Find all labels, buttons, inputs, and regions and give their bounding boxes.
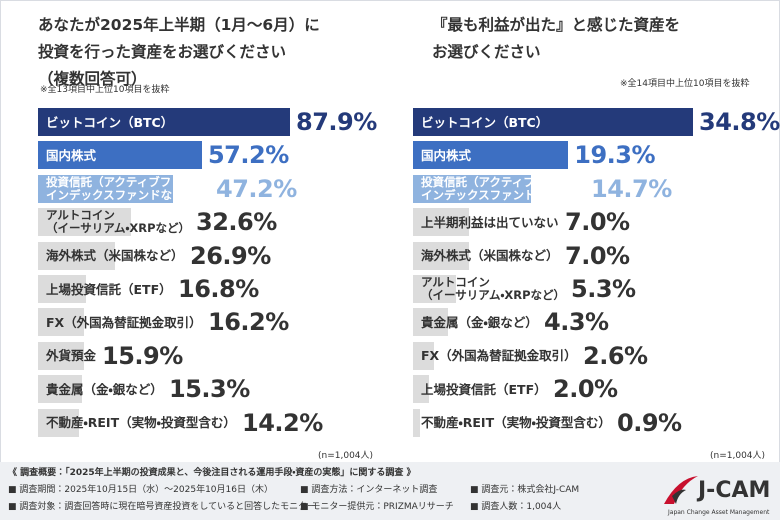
category-label: 海外株式（米国株など） <box>421 248 559 264</box>
chart-title: 『最も利益が出た』と感じた資産を <box>432 16 681 34</box>
bar <box>413 275 456 303</box>
category-label: アルトコイン （イーサリアム・XRPなど） <box>46 208 191 236</box>
category-label: FX（外国為替証拠金取引） <box>46 314 202 330</box>
category-label: 国内株式 <box>46 147 97 163</box>
value-label: 16.2% <box>208 308 289 337</box>
bar <box>38 308 85 337</box>
footer-item: ■ 調査期間：2025年10月15日（水）〜2025年10月16日（木） <box>8 485 273 495</box>
value-label: 14.2% <box>242 408 323 437</box>
category-label: 上場投資信託（ETF） <box>46 281 172 297</box>
chart-title: お選びください <box>432 43 541 61</box>
bar <box>413 341 434 370</box>
bar <box>38 408 79 437</box>
category-label: 投資信託（アクティブファンド・ インデックスファンドなど） <box>421 174 585 202</box>
bar <box>413 208 470 237</box>
value-label: 14.7% <box>591 174 672 203</box>
chart-title: あなたが2025年上半期（1月〜6月）に <box>38 16 320 34</box>
bar <box>413 308 448 337</box>
value-label: 7.0% <box>565 241 630 270</box>
sample-size: (n=1,004人) <box>318 451 374 461</box>
footer-item: ■ 調査元：株式会社J-CAM <box>470 485 580 495</box>
category-label: 外貨預金 <box>46 348 97 364</box>
value-label: 15.9% <box>102 341 183 370</box>
footer-item: ■ 調査方法：インターネット調査 <box>300 485 438 495</box>
value-label: 47.2% <box>216 174 297 203</box>
footer-heading: 《 調査概要：「2025年上半期の投資成果と、今後注目される運用手段・資産の実態… <box>8 468 416 478</box>
category-label: 上半期利益は出ていない <box>421 214 559 230</box>
footer-item: ■ 調査人数：1,004人 <box>470 502 562 512</box>
value-label: 0.9% <box>617 408 682 437</box>
bar <box>413 375 430 404</box>
bar <box>38 174 174 203</box>
bar <box>38 208 132 237</box>
bar <box>38 108 290 136</box>
footer-item: ■ モニター提供元：PRIZMAリサーチ <box>300 502 454 512</box>
category-label: 投資信託（アクティブファンド・ インデックスファンドなど） <box>46 174 210 202</box>
chart-note: ※全14項目中上位10項目を抜粋 <box>620 79 750 89</box>
category-label: 貴金属（金・銀など） <box>46 381 163 397</box>
category-label: アルトコイン （イーサリアム・XRPなど） <box>421 275 566 302</box>
category-label: ビットコイン（BTC） <box>421 114 549 130</box>
bar <box>413 108 693 136</box>
sample-size: (n=1,004人) <box>710 451 766 461</box>
category-label: FX（外国為替証拠金取引） <box>421 348 577 364</box>
value-label: 57.2% <box>207 141 289 170</box>
category-label: 不動産・REIT（実物・投資型含む） <box>421 415 611 431</box>
bar <box>38 241 116 270</box>
bar <box>413 141 569 170</box>
logo-subtitle: Japan Change Asset Management <box>668 509 770 516</box>
footer-item: ■ 調査対象：調査回答時に現在暗号資産投資をしていると回答したモニター <box>8 502 317 512</box>
value-label: 4.3% <box>544 308 609 337</box>
logo-text: J-CAM <box>698 478 771 503</box>
bar <box>413 174 532 203</box>
value-label: 5.3% <box>571 275 636 303</box>
chart-title: （複数回答可） <box>38 70 147 88</box>
footer: 《 調査概要：「2025年上半期の投資成果と、今後注目される運用手段・資産の実態… <box>0 462 780 520</box>
value-label: 15.3% <box>169 375 250 404</box>
category-label: 国内株式 <box>421 147 472 163</box>
bar <box>413 408 421 437</box>
value-label: 26.9% <box>190 241 271 270</box>
bar <box>38 375 82 404</box>
value-label: 34.8% <box>699 108 780 136</box>
chart-note: ※全13項目中上位10項目を抜粋 <box>40 85 170 95</box>
value-label: 19.3% <box>574 141 656 170</box>
logo-mark <box>664 476 698 504</box>
category-label: 不動産・REIT（実物・投資型含む） <box>46 415 236 431</box>
bar <box>413 241 470 270</box>
category-label: ビットコイン（BTC） <box>46 114 174 130</box>
category-label: 海外株式（米国株など） <box>46 248 184 264</box>
category-label: 貴金属（金・銀など） <box>421 314 538 330</box>
chart-title: 投資を行った資産をお選びください <box>38 43 287 61</box>
value-label: 32.6% <box>196 208 277 237</box>
bar <box>38 141 202 170</box>
value-label: 2.0% <box>553 375 618 404</box>
bar <box>38 275 87 303</box>
value-label: 7.0% <box>565 208 630 237</box>
bar <box>38 341 84 370</box>
value-label: 16.8% <box>178 275 259 303</box>
value-label: 87.9% <box>296 108 377 136</box>
category-label: 上場投資信託（ETF） <box>421 381 547 397</box>
value-label: 2.6% <box>583 341 648 370</box>
